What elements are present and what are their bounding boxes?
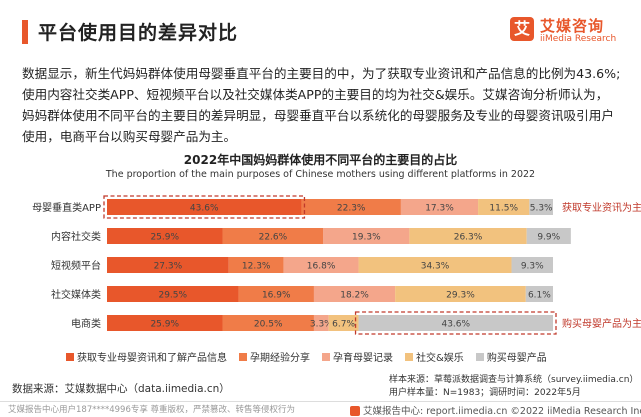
legend-swatch <box>475 353 484 361</box>
data-label: 3.3% <box>310 320 333 330</box>
data-label: 16.8% <box>307 262 336 272</box>
bar-segment <box>395 286 526 302</box>
data-label: 6.1% <box>528 291 551 301</box>
legend-item: 社交&娱乐 <box>405 349 464 364</box>
bar-segment <box>409 228 527 244</box>
bar-segment <box>358 257 512 273</box>
bar-segment <box>238 286 314 302</box>
data-label: 25.9% <box>150 320 179 330</box>
data-label: 12.3% <box>242 262 271 272</box>
bar-segment <box>400 199 479 215</box>
data-label: 22.6% <box>259 233 288 243</box>
data-label: 29.3% <box>446 291 475 301</box>
data-label: 9.9% <box>537 233 560 243</box>
intro-line: 数据显示，新生代妈妈群体使用母婴垂直平台的主要目的中，为了获取专业资讯和产品信息… <box>22 66 621 81</box>
bar-segment <box>313 315 329 331</box>
bar-segment <box>478 199 530 215</box>
data-label: 43.6% <box>190 204 219 214</box>
chart-title: 2022年中国妈妈群体使用不同平台的主要目的占比 <box>183 153 458 167</box>
category-label: 电商类 <box>71 317 101 330</box>
legend-swatch <box>405 353 413 361</box>
bar-segment <box>222 228 324 244</box>
intro-line: 妈妈群体使用不同平台的主要目的差异明显，母婴垂直平台以系统化的母婴服务及专业的母… <box>22 108 614 123</box>
legend-label: 购买母婴产品 <box>486 353 547 364</box>
category-label: 内容社交类 <box>51 230 101 243</box>
bar-segment <box>301 199 401 215</box>
legend-swatch <box>66 353 74 361</box>
bar-segment <box>107 257 229 273</box>
data-label: 18.2% <box>340 291 369 301</box>
data-label: 43.6% <box>441 320 470 330</box>
intro-line: 使用内容社交类APP、短视频平台以及社交媒体类APP的主要目的均为社交&娱乐。艾… <box>22 87 609 102</box>
footer-divider <box>0 401 641 417</box>
footer-copyright-notice: 艾媒报告中心用户187****4996专享 尊重版权，严禁篡改、转售等侵权行为 <box>8 405 296 415</box>
category-label: 母婴垂直类APP <box>32 201 101 214</box>
bar-segment <box>511 257 553 273</box>
intro-line: 使用，电商平台以购买母婴产品为主。 <box>22 129 237 144</box>
legend-label: 社交&娱乐 <box>416 353 464 364</box>
bar-segment <box>525 286 553 302</box>
annotation-label: 获取专业资讯为主 <box>562 201 641 214</box>
legend-label: 获取专业母婴资讯和了解产品信息 <box>77 353 227 364</box>
data-source: 数据来源：艾媒数据中心（data.iimedia.cn） <box>12 383 230 395</box>
legend-item: 孕期经验分享 <box>239 349 310 364</box>
bar-segment <box>283 257 359 273</box>
footer-site-text: 艾媒报告中心: report.iimedia.cn ©2022 iiMedia … <box>363 406 641 417</box>
legend-item: 孕育母婴记录 <box>322 349 393 364</box>
bar-segment <box>107 228 223 244</box>
data-label: 19.3% <box>352 233 381 243</box>
data-label: 17.3% <box>425 204 454 214</box>
bar-segment <box>358 315 553 331</box>
page-title: 平台使用目的差异对比 <box>38 22 239 44</box>
sample-info: 样本来源：草莓派数据调查与计算系统（survey.iimedia.cn） 用户样… <box>389 374 638 400</box>
data-label: 11.5% <box>489 204 518 214</box>
category-label: 短视频平台 <box>51 259 101 272</box>
annotation-label: 购买母婴产品为主 <box>562 317 641 330</box>
legend-swatch <box>322 353 330 361</box>
iimedia-small-logo-icon <box>350 405 360 416</box>
title-accent-bar <box>22 20 28 44</box>
chart-subtitle: The proportion of the main purposes of C… <box>105 169 536 180</box>
intro-paragraph: 数据显示，新生代妈妈群体使用母婴垂直平台的主要目的中，为了获取专业资讯和产品信息… <box>22 63 622 147</box>
legend-item: 获取专业母婴资讯和了解产品信息 <box>66 349 227 364</box>
sample-source: 样本来源：草莓派数据调查与计算系统（survey.iimedia.cn） <box>389 375 639 385</box>
data-label: 29.5% <box>158 291 187 301</box>
legend-label: 孕育母婴记录 <box>333 353 393 364</box>
bar-segment <box>228 257 284 273</box>
iimedia-logo-icon: 艾 <box>510 17 534 41</box>
data-label: 34.3% <box>421 262 450 272</box>
legend-label: 孕期经验分享 <box>250 353 310 364</box>
data-label: 20.5% <box>254 320 283 330</box>
footer-site: 艾媒报告中心: report.iimedia.cn ©2022 iiMedia … <box>350 403 641 417</box>
data-label: 16.9% <box>262 291 291 301</box>
legend-swatch <box>239 353 247 361</box>
bar-segment <box>107 286 239 302</box>
data-label: 5.3% <box>530 204 553 214</box>
bar-segment <box>328 315 359 331</box>
highlight-box <box>354 311 557 335</box>
bar-segment <box>323 228 410 244</box>
data-label: 27.3% <box>154 262 183 272</box>
category-label: 社交媒体类 <box>51 288 101 301</box>
bar-segment <box>222 315 314 331</box>
data-label: 9.3% <box>521 262 544 272</box>
data-label: 25.9% <box>150 233 179 243</box>
bar-segment <box>107 315 223 331</box>
logo-text-cn: 艾媒咨询 <box>540 17 605 35</box>
highlight-box <box>103 195 306 219</box>
chart-legend: 获取专业母婴资讯和了解产品信息 孕期经验分享 孕育母婴记录 社交&娱乐 购买母婴产品 <box>66 349 559 364</box>
data-label: 6.7% <box>332 320 355 330</box>
bar-segment <box>526 228 571 244</box>
legend-item: 购买母婴产品 <box>475 349 547 364</box>
data-label: 22.3% <box>337 204 366 214</box>
bar-segment <box>529 199 553 215</box>
bar-segment <box>107 199 302 215</box>
logo-text-en: iiMedia Research <box>540 34 617 44</box>
data-label: 26.3% <box>454 233 483 243</box>
bar-segment <box>313 286 396 302</box>
sample-size: 用户样本量：N=1983；调研时间：2022年5月 <box>389 388 581 398</box>
